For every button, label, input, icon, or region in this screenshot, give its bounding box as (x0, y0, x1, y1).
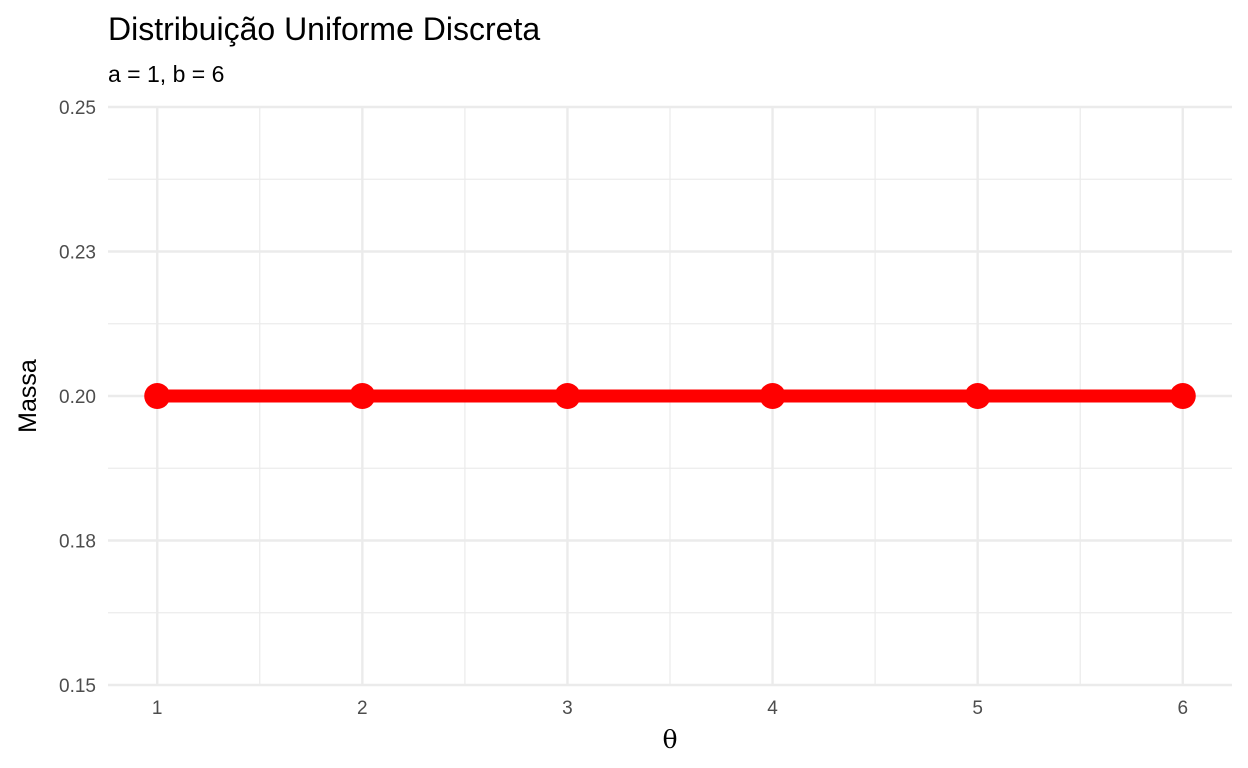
x-tick-label: 5 (972, 698, 983, 719)
x-axis-label: θ (662, 725, 677, 754)
y-axis-label: Massa (14, 359, 42, 433)
chart-title: Distribuição Uniforme Discreta (108, 11, 540, 47)
data-point (964, 383, 991, 409)
x-axis-tick-labels: 1 2 3 4 5 6 (152, 698, 1188, 719)
x-tick-label: 3 (562, 698, 573, 719)
data-point (759, 383, 786, 409)
x-tick-label: 4 (767, 698, 778, 719)
data-point (144, 383, 171, 409)
data-point (1169, 383, 1196, 409)
x-tick-label: 2 (357, 698, 368, 719)
x-tick-label: 1 (152, 698, 163, 719)
chart-subtitle: a = 1, b = 6 (108, 61, 224, 87)
y-tick-label: 0.18 (59, 532, 96, 553)
y-tick-label: 0.23 (59, 243, 96, 264)
data-point (554, 383, 581, 409)
data-point (349, 383, 376, 409)
y-tick-label: 0.20 (59, 387, 96, 408)
y-axis-tick-labels: 0.15 0.18 0.20 0.23 0.25 (59, 98, 96, 697)
y-tick-label: 0.25 (59, 98, 96, 119)
series-massa (144, 383, 1196, 409)
y-tick-label: 0.15 (59, 676, 96, 697)
x-tick-label: 6 (1177, 698, 1188, 719)
